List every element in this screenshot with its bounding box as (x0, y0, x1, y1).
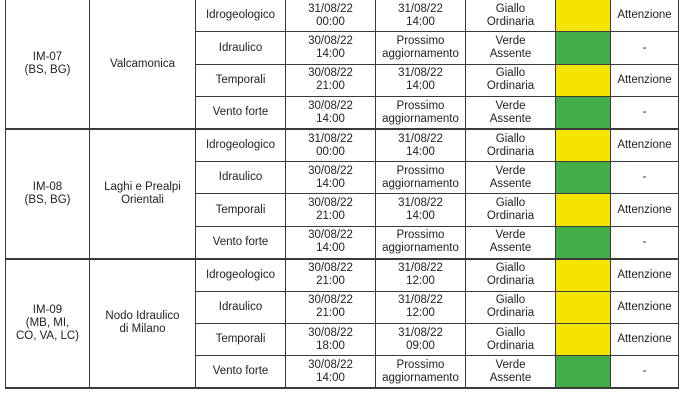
valid-from: 31/08/22 00:00 (285, 128, 376, 162)
risk-type: Temporali (195, 193, 286, 227)
valid-from: 30/08/22 14:00 (285, 355, 376, 390)
valid-from: 30/08/22 21:00 (285, 63, 376, 98)
risk-type: Idrogeologico (195, 128, 286, 162)
phase-note: Attenzione (610, 322, 679, 357)
valid-to: 31/08/22 14:00 (375, 63, 466, 98)
valid-to: 31/08/22 09:00 (375, 322, 466, 357)
valid-from: 30/08/22 14:00 (285, 225, 376, 260)
zone-code: IM-07 (BS, BG) (5, 0, 90, 131)
level-color-swatch (555, 31, 611, 65)
zone-name: Nodo Idraulico di Milano (89, 258, 196, 390)
table-row: IM-09 (MB, MI, CO, VA, LC) Nodo Idraulico… (5, 258, 679, 390)
valid-from: 31/08/22 00:00 (285, 0, 376, 33)
alert-level: Verde Assente (465, 96, 556, 131)
level-color-swatch (555, 225, 611, 260)
alert-level: Verde Assente (465, 160, 556, 195)
table-row: Idraulico 30/08/22 21:00 31/08/22 12:00 Gia… (6, 290, 679, 324)
risk-type: Idrogeologico (195, 0, 286, 33)
phase-note: - (610, 160, 679, 195)
alert-level: Giallo Ordinaria (465, 0, 556, 33)
alert-level: Giallo Ordinaria (465, 290, 556, 324)
level-color-swatch (555, 290, 611, 324)
risk-type: Vento forte (195, 225, 286, 260)
phase-note: Attenzione (610, 63, 679, 98)
level-color-swatch (555, 258, 611, 292)
alert-table: IM-07 (BS, BG) Valcamonica Idrogeologico 31… (5, 0, 679, 390)
risk-type: Temporali (195, 63, 286, 98)
table-row: Vento forte 30/08/22 14:00 Prossimo aggior… (6, 355, 679, 390)
table-row: Temporali 30/08/22 21:00 31/08/22 14:00 Gia… (6, 193, 679, 227)
phase-note: Attenzione (610, 128, 679, 162)
table-row: Vento forte 30/08/22 14:00 Prossimo aggior… (6, 225, 679, 260)
valid-to: Prossimo aggiornamento (375, 31, 466, 65)
valid-from: 30/08/22 21:00 (285, 290, 376, 324)
risk-type: Idrogeologico (195, 258, 286, 292)
phase-note: - (610, 96, 679, 131)
risk-type: Vento forte (195, 355, 286, 390)
level-color-swatch (555, 355, 611, 390)
phase-note: Attenzione (610, 0, 679, 33)
valid-to: Prossimo aggiornamento (375, 96, 466, 131)
level-color-swatch (555, 0, 611, 33)
phase-note: Attenzione (610, 290, 679, 324)
valid-from: 30/08/22 14:00 (285, 160, 376, 195)
valid-to: 31/08/22 14:00 (375, 128, 466, 162)
valid-to: Prossimo aggiornamento (375, 355, 466, 390)
alert-level: Verde Assente (465, 31, 556, 65)
table-row: Temporali 30/08/22 18:00 31/08/22 09:00 Gia… (6, 322, 679, 357)
zone-code: IM-09 (MB, MI, CO, VA, LC) (5, 258, 90, 390)
risk-type: Idraulico (195, 31, 286, 65)
risk-type: Idraulico (195, 160, 286, 195)
table-row: IM-07 (BS, BG) Valcamonica Idrogeologico 31… (5, 0, 679, 131)
valid-to: 31/08/22 12:00 (375, 290, 466, 324)
alert-level: Verde Assente (465, 355, 556, 390)
risk-type: Temporali (195, 322, 286, 357)
risk-type: Idraulico (195, 290, 286, 324)
valid-from: 30/08/22 18:00 (285, 322, 376, 357)
phase-note: - (610, 31, 679, 65)
zone-name: Laghi e Prealpi Orientali (89, 128, 196, 260)
phase-note: - (610, 225, 679, 260)
table-row: Idraulico 30/08/22 14:00 Prossimo aggiorna… (6, 160, 679, 195)
level-color-swatch (555, 96, 611, 131)
alert-level: Verde Assente (465, 225, 556, 260)
level-color-swatch (555, 128, 611, 162)
table-row: Temporali 30/08/22 21:00 31/08/22 14:00 Gia… (6, 63, 679, 98)
valid-from: 30/08/22 21:00 (285, 193, 376, 227)
risk-type: Vento forte (195, 96, 286, 131)
valid-to: 31/08/22 14:00 (375, 193, 466, 227)
alert-level: Giallo Ordinaria (465, 128, 556, 162)
alert-level: Giallo Ordinaria (465, 63, 556, 98)
valid-from: 30/08/22 14:00 (285, 31, 376, 65)
valid-from: 30/08/22 21:00 (285, 258, 376, 292)
valid-to: Prossimo aggiornamento (375, 225, 466, 260)
valid-to: 31/08/22 12:00 (375, 258, 466, 292)
valid-from: 30/08/22 14:00 (285, 96, 376, 131)
phase-note: Attenzione (610, 258, 679, 292)
zone-name: Valcamonica (89, 0, 196, 131)
level-color-swatch (555, 193, 611, 227)
zone-code: IM-08 (BS, BG) (5, 128, 90, 260)
alert-level: Giallo Ordinaria (465, 322, 556, 357)
table-row: Idraulico 30/08/22 14:00 Prossimo aggiorna… (6, 31, 679, 65)
level-color-swatch (555, 63, 611, 98)
alert-level: Giallo Ordinaria (465, 258, 556, 292)
level-color-swatch (555, 160, 611, 195)
table-row: IM-08 (BS, BG) Laghi e Prealpi Orientali I… (5, 128, 679, 260)
level-color-swatch (555, 322, 611, 357)
phase-note: - (610, 355, 679, 390)
table-row: Vento forte 30/08/22 14:00 Prossimo aggior… (6, 96, 679, 131)
valid-to: 31/08/22 14:00 (375, 0, 466, 33)
phase-note: Attenzione (610, 193, 679, 227)
alert-level: Giallo Ordinaria (465, 193, 556, 227)
valid-to: Prossimo aggiornamento (375, 160, 466, 195)
